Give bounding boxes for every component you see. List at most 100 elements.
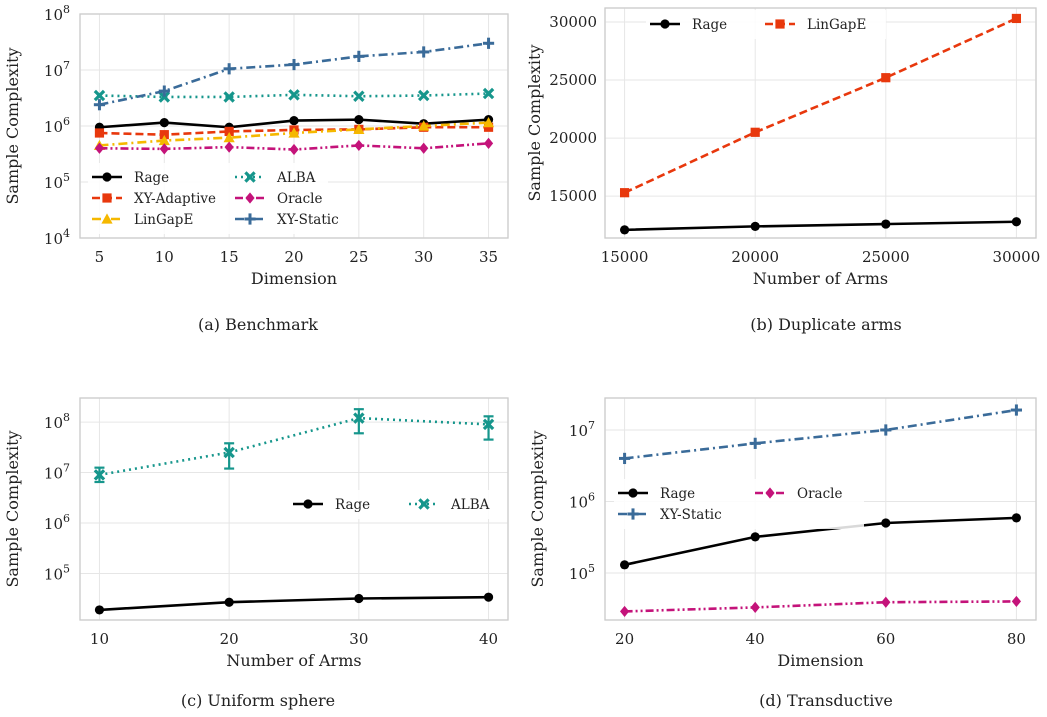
legend: Rage LinGapE [646, 10, 886, 39]
y-tick-label: 107 [44, 462, 70, 483]
legend-marker [102, 172, 112, 182]
data-point [619, 560, 630, 570]
legend-label: Rage [335, 497, 370, 513]
error-bar [224, 442, 235, 470]
x-tick-label: 40 [479, 630, 498, 648]
data-point [288, 89, 300, 101]
data-point [1011, 13, 1022, 24]
data-point [418, 46, 430, 58]
x-axis-label: Dimension [777, 651, 863, 670]
legend-marker [102, 193, 112, 203]
series-lingape [619, 13, 1022, 198]
data-point [94, 128, 105, 138]
data-point [881, 73, 891, 83]
legend-label: Oracle [797, 486, 842, 502]
legend-label: Rage [660, 486, 695, 502]
data-point [289, 115, 299, 126]
series-rage [94, 592, 494, 615]
chart-b: 15000 20000 25000 30000 15000 20000 25000 30000… [525, 7, 1041, 334]
x-axis-label: Number of Arms [753, 269, 888, 288]
series-line [624, 600, 1017, 613]
legend: Rage ALBA [289, 490, 499, 519]
x-tick-label: 60 [876, 630, 895, 648]
data-point [619, 188, 630, 198]
data-point [483, 137, 494, 149]
data-point [881, 219, 891, 229]
y-axis-label: Sample Complexity [528, 430, 547, 587]
y-tick-label: 105 [44, 171, 70, 192]
series-line [624, 408, 1017, 460]
data-point [93, 469, 106, 481]
series-rage [619, 513, 1022, 570]
y-tick-label: 106 [44, 512, 70, 533]
data-point [353, 412, 365, 424]
x-tick-label: 5 [95, 248, 105, 266]
y-tick-label: 106 [44, 115, 70, 136]
y-tick-label: 20000 [549, 129, 597, 147]
data-point [223, 63, 235, 75]
data-point [93, 99, 106, 111]
series-alba [93, 408, 495, 484]
y-tick-label: 105 [44, 563, 70, 584]
series-rage [619, 217, 1022, 235]
data-point [159, 143, 169, 155]
data-point [159, 118, 169, 128]
legend-item: ALBA [409, 497, 490, 513]
legend-item: XY-Static [618, 507, 722, 523]
x-tick-label: 15000 [601, 248, 649, 266]
x-tick-label: 30000 [993, 248, 1041, 266]
y-tick-label: 106 [569, 490, 595, 511]
legend-label: LinGapE [134, 212, 193, 228]
data-point [354, 139, 364, 152]
x-tick-label: 25000 [862, 248, 910, 266]
legend-label: ALBA [450, 497, 490, 513]
data-point [289, 143, 299, 156]
legend-item: LinGapE [92, 212, 193, 228]
data-point [224, 126, 234, 137]
chart-d: 20 40 60 80 105 106 107 Dimension Sample Complex… [528, 397, 1037, 710]
x-tick-label: 15 [220, 248, 239, 266]
series-line [624, 516, 1017, 567]
legend-item: LinGapE [765, 17, 866, 33]
legend-marker [245, 192, 255, 204]
series-line [624, 220, 1017, 232]
data-point [158, 134, 170, 146]
y-tick-label: 107 [569, 419, 595, 440]
legend-label: Oracle [277, 191, 322, 207]
data-point [158, 85, 170, 97]
x-tick-label: 20000 [731, 248, 779, 266]
chart-c: 10 20 30 40 105 106 107 108 Number of Arms Sample… [3, 397, 509, 710]
data-point [750, 221, 760, 231]
data-point [749, 437, 761, 449]
legend-marker [244, 171, 256, 183]
data-point [1010, 404, 1023, 416]
legend: Rage XY-Static Oracle [614, 479, 864, 529]
legend-label: Rage [134, 170, 169, 186]
data-point [93, 89, 106, 102]
data-point [223, 91, 235, 103]
data-point [353, 90, 365, 102]
legend-marker [660, 19, 670, 29]
legend-item: XY-Adaptive [92, 191, 216, 207]
legend-label: ALBA [276, 170, 316, 186]
chart-a: 5 10 15 20 25 30 35 104 105 106 107 108 Dimension Sam… [3, 3, 509, 334]
y-tick-label: 15000 [549, 187, 597, 205]
x-tick-label: 20 [284, 248, 303, 266]
x-tick-label: 25 [349, 248, 368, 266]
x-tick-label: 30 [414, 248, 433, 266]
x-tick-label: 35 [479, 248, 498, 266]
legend-label: LinGapE [807, 17, 866, 33]
chart-caption: (b) Duplicate arms [750, 315, 901, 334]
data-point [750, 601, 760, 614]
y-tick-label: 30000 [549, 13, 597, 31]
data-point [619, 605, 630, 618]
data-point [618, 452, 631, 465]
legend-label: XY-Static [660, 507, 722, 523]
error-bar [483, 415, 494, 441]
legend-marker [765, 487, 775, 499]
data-point [224, 597, 234, 607]
y-axis-label: Sample Complexity [3, 47, 22, 204]
data-point [482, 418, 495, 431]
data-point [750, 532, 760, 542]
legend-marker [627, 508, 639, 520]
